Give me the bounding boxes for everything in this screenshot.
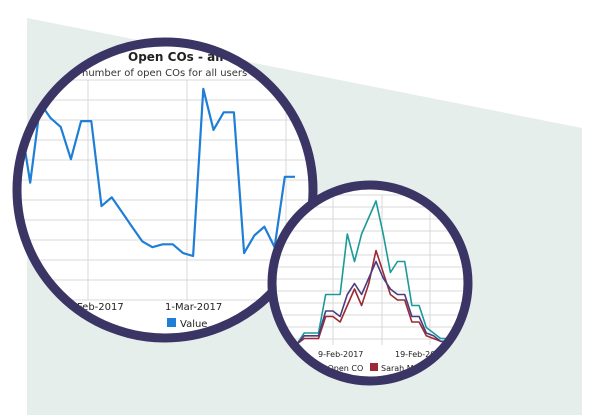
series-line [296,260,456,345]
chart-small-series [296,200,456,345]
chart-large-x-ticks: 9-Feb-2017 1-Mar-2017 [67,302,222,313]
legend-label: Value [180,319,207,330]
lens-ring-large [12,37,318,343]
chart-large: Open COs - all number of open COs for al… [12,37,318,343]
chart-large-grid [17,79,313,301]
series-line [296,200,456,345]
x-tick-label: 9-Feb-2017 [67,302,124,313]
x-tick-label: 9-Feb-2017 [318,350,363,359]
chart-large-subtitle: number of open COs for all users o [82,68,257,79]
chart-large-legend: Value [167,318,207,330]
x-tick-label: 1-Mar-2017 [165,302,222,313]
chart-small-x-ticks: 9-Feb-2017 19-Feb-2017 [318,350,445,359]
lens-ring-small [267,180,473,386]
legend-swatch [167,318,176,327]
series-line [18,87,295,258]
legend-swatch [370,363,378,371]
x-tick-label: 19-Feb-2017 [395,350,445,359]
series-line [296,249,456,345]
chart-large-title: Open COs - all [128,50,223,64]
chart-large-series [18,87,295,258]
chart-small: 9-Feb-2017 19-Feb-2017 mel Open CO Sarah… [267,180,473,386]
legend-label: mel Open CO [310,364,363,373]
